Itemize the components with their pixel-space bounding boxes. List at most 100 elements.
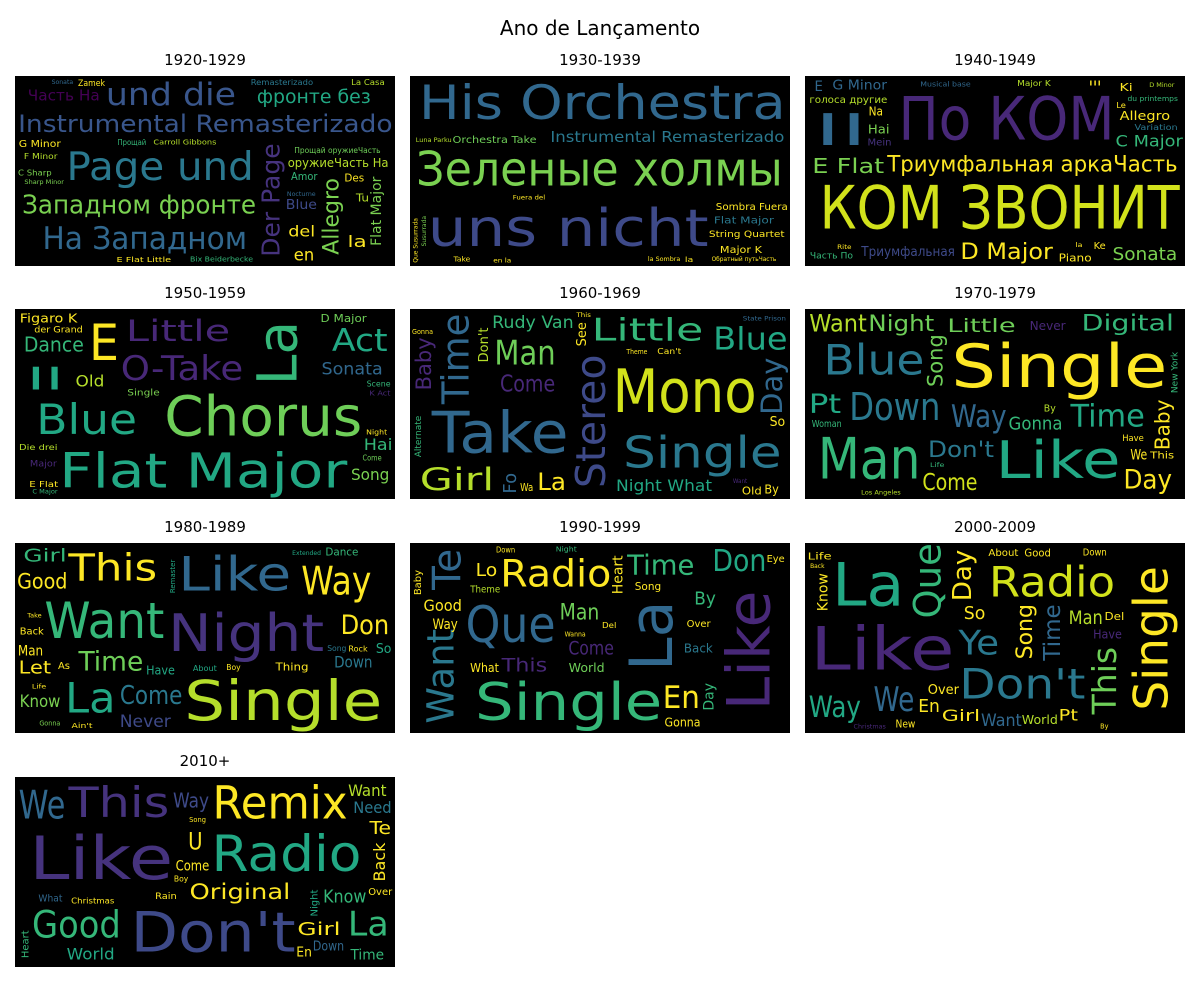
wordcloud-word: Man [494,333,555,373]
wordcloud-word: Der Page [257,143,286,256]
wordcloud-word: Триумфальная аркаЧасть [886,152,1177,177]
wordcloud-word: II [815,105,868,156]
wordcloud-word: Song [351,465,389,484]
wordcloud-word: Major K [1017,79,1051,88]
wordcloud-word: Fuera del [513,194,546,201]
wordcloud-word: Time [434,314,477,406]
wordcloud-word: Down [334,652,372,671]
wordcloud-word: Want [420,629,463,724]
wordcloud-word: C Major [1116,132,1184,151]
wordcloud-word: la [1075,242,1083,249]
wordcloud-word: Come [568,638,614,660]
wordcloud-word: String Quartet [709,230,785,240]
wordcloud-word: Want [981,711,1022,731]
wordcloud-word: Girl [23,545,66,566]
wordcloud-word: Way [433,617,458,633]
wordcloud-word: Day [701,683,717,711]
wordcloud-word: This [500,655,547,677]
panel-title: 2000-2009 [954,518,1036,536]
wordcloud-word: en [294,245,314,265]
wordcloud-word: New York [1171,351,1181,393]
wordcloud-word: Часть На [28,87,100,105]
wordcloud-word: Back [684,642,713,656]
wordcloud-word: Radio [500,552,611,595]
wordcloud-word: Take [431,401,569,467]
wordcloud-word: Way [301,559,371,604]
wordcloud-word: Del [1104,610,1124,623]
wordcloud-word: What [38,893,62,904]
wordcloud-word: Boy [174,875,189,884]
wordcloud-word: Take [452,256,470,264]
wordcloud-word: Dance [24,333,84,357]
wordcloud-word: Song [1013,604,1038,659]
wordcloud-word: Back [20,626,44,637]
wordcloud-word: Single [623,428,781,479]
wordcloud-word: Susurrada [421,216,428,247]
wordcloud-word: Digital [1082,312,1174,337]
wordcloud-word: Sonata [52,79,74,86]
wordcloud-word: Radio [989,557,1115,606]
wordcloud-word: We [874,680,915,720]
wordcloud-word: Time [1069,399,1144,435]
wordcloud-word: Song [924,334,948,387]
wordcloud-word: Original [190,880,291,904]
wordcloud-word: Dance [325,546,358,559]
wordcloud-word: Single [951,332,1167,402]
wordcloud-word: Eye [767,554,785,565]
wordcloud-word: Want [44,592,164,650]
wordcloud-word: Зеленые холмы [416,142,783,197]
wordcloud-word: голоса другие [809,95,887,106]
wordcloud-word: His Orchestra [419,76,786,131]
wordcloud-word: und die [106,77,236,113]
wordcloud-word: Night [868,312,934,337]
wordcloud-word: Rock [348,645,368,654]
wordcloud-word: Little [126,314,230,348]
wordcloud-word: Прощай [117,138,146,147]
wordcloud-word: Single [475,673,662,733]
wordcloud-svg: Instrumental Remasterizado Page und Der Pa… [18,77,392,265]
wordcloud-word: Back [810,563,825,570]
wordcloud-word: Gonna [412,328,433,336]
wordcloud-panel: Mono Take Stereo Single Time Man Girl Day Little… [410,309,790,499]
wordcloud-panel: His Orchestra uns nicht Зеленые холмы Instr… [410,76,790,266]
wordcloud-word: Know [323,886,366,907]
wordcloud-word: Remasterizado [251,78,313,87]
wordcloud-word: World [1022,713,1058,727]
wordcloud-word: D Major [960,240,1053,265]
wordcloud-word: Little [947,315,1015,337]
wordcloud-word: So [964,603,986,624]
wordcloud-word: Major K [720,245,762,256]
wordcloud-word: Thing [274,660,308,673]
wordcloud-word: Carroll Gibbons [153,139,216,147]
wordcloud-word: Want [733,478,748,485]
wordcloud-word: Don [341,610,390,641]
wordcloud-word: Good [17,570,67,594]
wordcloud-word: Des [344,172,364,185]
wordcloud-word: Good [424,596,462,615]
wordcloud-word: Mono [613,357,757,427]
wordcloud-word: Remaster [169,560,177,594]
wordcloud-word: Variation [1135,123,1178,132]
wordcloud-word: Back [370,842,389,882]
wordcloud-word: Remix [213,777,348,830]
wordcloud-word: Западном фронте [22,190,256,220]
wordcloud-word: du printemps [1128,95,1179,103]
wordcloud-word: Baby [413,570,424,595]
wordcloud-word: Know [20,692,61,712]
wordcloud-word: Time [349,947,384,963]
wordcloud-word: en la [493,257,511,264]
wordcloud-word: This [1149,450,1174,461]
wordcloud-word: Down [849,385,940,429]
wordcloud-word: Le [1116,101,1126,110]
wordcloud-word: Blue [36,395,137,444]
wordcloud-word: Ain't [72,722,93,730]
wordcloud-word: C Sharp [18,168,52,177]
wordcloud-word: Come [120,681,182,711]
wordcloud-word: Piano [1059,251,1092,264]
wordcloud-word: Scene [367,379,391,388]
wordcloud-word: Have [146,664,175,678]
